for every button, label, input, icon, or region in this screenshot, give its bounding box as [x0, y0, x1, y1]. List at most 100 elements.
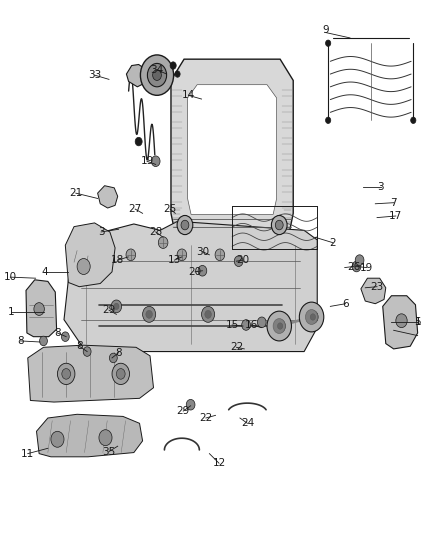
- Ellipse shape: [310, 314, 315, 320]
- Text: 23: 23: [371, 282, 384, 292]
- Text: 4: 4: [41, 267, 48, 277]
- Text: 33: 33: [88, 70, 101, 80]
- Text: 20: 20: [237, 255, 250, 265]
- Ellipse shape: [77, 259, 90, 274]
- Ellipse shape: [305, 310, 318, 325]
- Ellipse shape: [117, 368, 125, 379]
- Ellipse shape: [151, 156, 160, 166]
- Ellipse shape: [411, 117, 416, 124]
- Text: 1: 1: [8, 306, 15, 317]
- Ellipse shape: [83, 347, 91, 357]
- Text: 22: 22: [199, 413, 212, 423]
- Ellipse shape: [141, 55, 173, 95]
- Ellipse shape: [186, 399, 195, 410]
- Ellipse shape: [111, 300, 122, 313]
- Text: 6: 6: [343, 298, 349, 309]
- Ellipse shape: [299, 302, 324, 332]
- Ellipse shape: [62, 368, 71, 379]
- Ellipse shape: [181, 220, 189, 230]
- Ellipse shape: [307, 311, 318, 324]
- Ellipse shape: [272, 215, 287, 235]
- Polygon shape: [64, 221, 317, 352]
- Polygon shape: [383, 296, 418, 349]
- Text: 24: 24: [241, 418, 254, 429]
- Text: 29: 29: [102, 305, 116, 315]
- Ellipse shape: [51, 431, 64, 447]
- Polygon shape: [127, 64, 148, 87]
- Ellipse shape: [267, 311, 291, 341]
- Text: 17: 17: [389, 211, 403, 221]
- Ellipse shape: [112, 364, 130, 384]
- Ellipse shape: [170, 62, 176, 69]
- Ellipse shape: [99, 430, 112, 446]
- Text: 8: 8: [17, 336, 24, 346]
- Text: 14: 14: [182, 90, 195, 100]
- Ellipse shape: [177, 249, 187, 261]
- Polygon shape: [361, 278, 386, 304]
- Ellipse shape: [34, 303, 44, 316]
- Ellipse shape: [146, 310, 152, 318]
- Polygon shape: [36, 414, 143, 457]
- Text: 16: 16: [245, 320, 258, 330]
- Polygon shape: [98, 185, 118, 208]
- Text: 13: 13: [168, 255, 181, 265]
- Ellipse shape: [275, 320, 286, 333]
- Ellipse shape: [175, 71, 180, 77]
- Text: 8: 8: [54, 328, 61, 338]
- Text: 9: 9: [323, 25, 329, 35]
- Ellipse shape: [158, 237, 168, 248]
- Ellipse shape: [352, 261, 361, 272]
- Ellipse shape: [258, 317, 266, 328]
- Text: 29: 29: [177, 406, 190, 416]
- Polygon shape: [171, 59, 293, 235]
- Polygon shape: [187, 85, 277, 214]
- Ellipse shape: [198, 265, 207, 276]
- Text: 20: 20: [188, 267, 201, 277]
- Text: 30: 30: [196, 247, 209, 256]
- Text: 19: 19: [360, 263, 373, 272]
- Ellipse shape: [57, 364, 75, 384]
- Text: 1: 1: [414, 317, 421, 327]
- Ellipse shape: [135, 138, 142, 146]
- Ellipse shape: [143, 306, 155, 322]
- Ellipse shape: [278, 323, 283, 329]
- Text: 11: 11: [21, 449, 35, 458]
- Ellipse shape: [114, 303, 119, 310]
- Text: 34: 34: [150, 65, 164, 75]
- Ellipse shape: [177, 215, 193, 235]
- Polygon shape: [26, 280, 57, 337]
- Text: 27: 27: [128, 204, 142, 214]
- Ellipse shape: [61, 332, 69, 342]
- Text: 12: 12: [212, 458, 226, 468]
- Ellipse shape: [126, 249, 136, 261]
- Ellipse shape: [276, 220, 283, 230]
- Ellipse shape: [110, 353, 117, 363]
- Text: 26: 26: [347, 262, 360, 271]
- Text: 35: 35: [102, 447, 116, 456]
- Text: 2: 2: [329, 238, 336, 247]
- Ellipse shape: [396, 314, 407, 328]
- Text: 21: 21: [69, 188, 82, 198]
- Ellipse shape: [325, 40, 331, 46]
- Text: 15: 15: [226, 320, 239, 330]
- Text: 3: 3: [377, 182, 384, 192]
- Ellipse shape: [215, 249, 225, 261]
- Text: 5: 5: [414, 317, 421, 327]
- Ellipse shape: [325, 117, 331, 124]
- Text: 3: 3: [98, 227, 104, 237]
- Text: 28: 28: [149, 227, 162, 237]
- Text: 19: 19: [140, 156, 154, 166]
- Ellipse shape: [201, 306, 215, 322]
- Text: 22: 22: [230, 342, 243, 352]
- Text: 8: 8: [76, 341, 83, 351]
- Ellipse shape: [152, 70, 161, 80]
- Text: 25: 25: [163, 204, 177, 214]
- Ellipse shape: [148, 63, 166, 87]
- Ellipse shape: [39, 336, 47, 346]
- Text: 10: 10: [4, 272, 17, 282]
- Ellipse shape: [242, 320, 251, 330]
- Polygon shape: [65, 223, 115, 287]
- Ellipse shape: [355, 255, 364, 265]
- Polygon shape: [28, 345, 153, 402]
- Text: 18: 18: [111, 255, 124, 265]
